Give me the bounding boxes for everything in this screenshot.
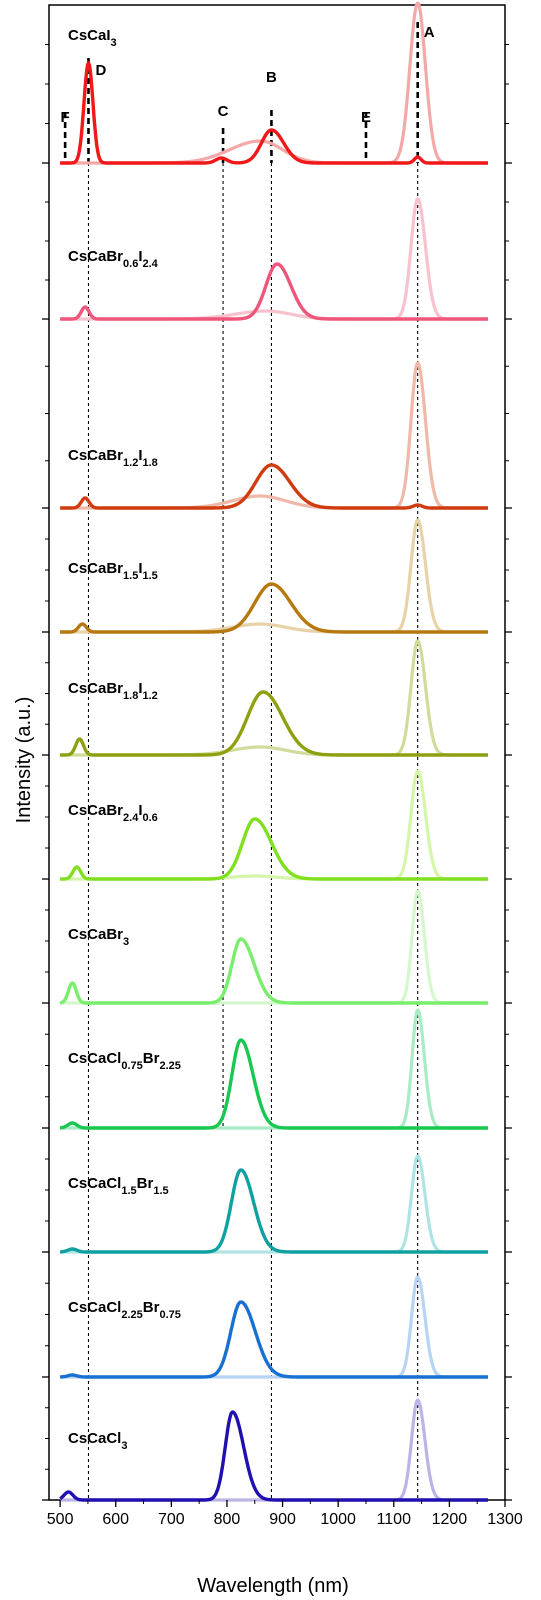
series-group [59,1,489,1502]
x-tick-label: 700 [158,1511,185,1528]
spectrum-panel [59,639,489,757]
spectrum-line [59,1410,489,1502]
y-axis-title: Intensity (a.u.) [13,697,35,824]
spectrum-panel [59,361,489,510]
spectrum-line [59,1168,489,1254]
labels-group: CsCaI3 CsCaBr0.6I2.4 CsCaBr1.2I1.8 CsCaBr1.… [61,24,435,1452]
x-tick-label: 600 [102,1511,129,1528]
composition-label: CsCaBr1.5I1.5 [68,560,158,582]
spectrum-panel [59,1008,489,1130]
spectrum-line [59,817,489,881]
spectrum-line [59,463,489,510]
spectrum-line [59,582,489,634]
x-axis-title: Wavelength (nm) [197,1575,349,1597]
x-tick-label: 1200 [432,1511,468,1528]
reference-lines [63,22,419,1500]
x-tick-label: 1300 [487,1511,523,1528]
spectrum-line [59,937,489,1005]
peak-label-c: C [218,103,229,120]
composition-label: CsCaBr2.4I0.6 [68,802,158,824]
plot-frame [48,4,506,1501]
spectrum-line [59,61,489,165]
peak-label-f: F [61,109,70,126]
composition-label: CsCaI3 [68,27,117,49]
spectrum-line [59,262,489,321]
spectrum-panel [59,1398,489,1502]
x-tick-label: 800 [214,1511,241,1528]
spectrum-line [59,690,489,757]
faint-spectrum-line [59,1154,489,1254]
composition-label: CsCaBr1.2I1.8 [68,447,158,469]
composition-label: CsCaCl2.25Br0.75 [68,1299,181,1321]
spectrum-line [59,1300,489,1379]
composition-label: CsCaCl1.5Br1.5 [68,1175,169,1197]
faint-spectrum-line [59,1275,489,1379]
faint-spectrum-line [59,361,489,510]
composition-label: CsCaCl0.75Br2.25 [68,1050,181,1072]
spectrum-panel [59,1275,489,1379]
x-tick-label: 500 [47,1511,74,1528]
peak-label-a: A [424,24,435,41]
x-tick-label: 900 [269,1511,296,1528]
spectrum-panel [59,769,489,881]
x-tick-label: 1000 [320,1511,356,1528]
peak-label-e: E [361,109,371,126]
spectrum-panel [59,197,489,321]
peak-label-d: D [95,62,106,79]
composition-label: CsCaBr1.8I1.2 [68,680,158,702]
spectrum-panel [59,889,489,1005]
composition-label: CsCaCl3 [68,1430,127,1452]
composition-label: CsCaBr0.6I2.4 [68,248,159,270]
axis-ticks: 500 600 700 800 900 1000 1100 1200 1300 [42,44,523,1528]
spectrum-panel [59,1,489,165]
peak-label-b: B [266,69,277,86]
spectrum-panel [59,518,489,634]
spectrum-line [59,1038,489,1130]
composition-label: CsCaBr3 [68,926,129,948]
plot-border [48,4,506,1501]
faint-spectrum-line [59,769,489,881]
x-tick-label: 1100 [377,1511,412,1528]
spectrum-panel [59,1154,489,1254]
